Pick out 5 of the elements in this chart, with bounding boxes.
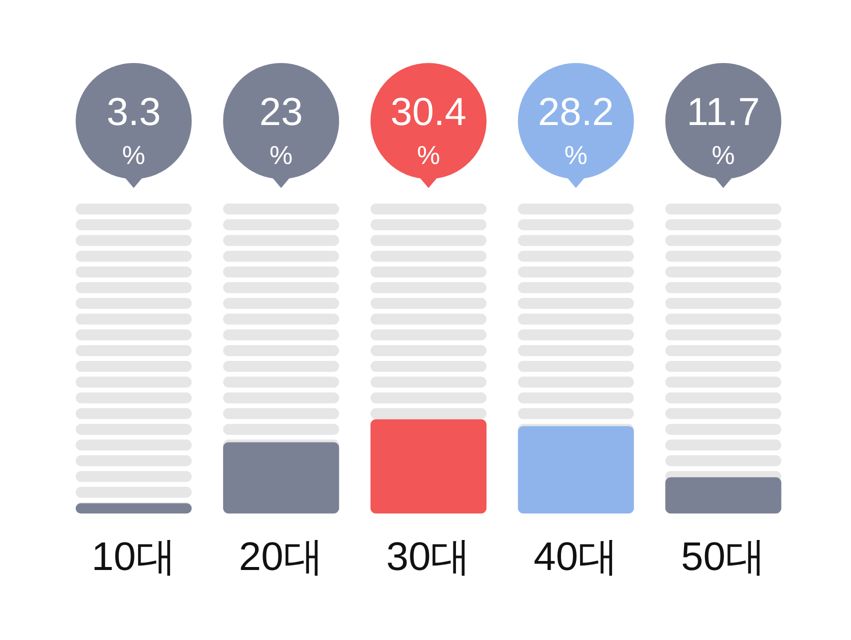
data-label: 3.3%: [106, 91, 161, 170]
data-label: 28.2%: [538, 91, 614, 170]
data-label: 30.4%: [390, 91, 466, 170]
data-label: 11.7%: [686, 91, 760, 170]
data-label: 23%: [259, 91, 303, 170]
